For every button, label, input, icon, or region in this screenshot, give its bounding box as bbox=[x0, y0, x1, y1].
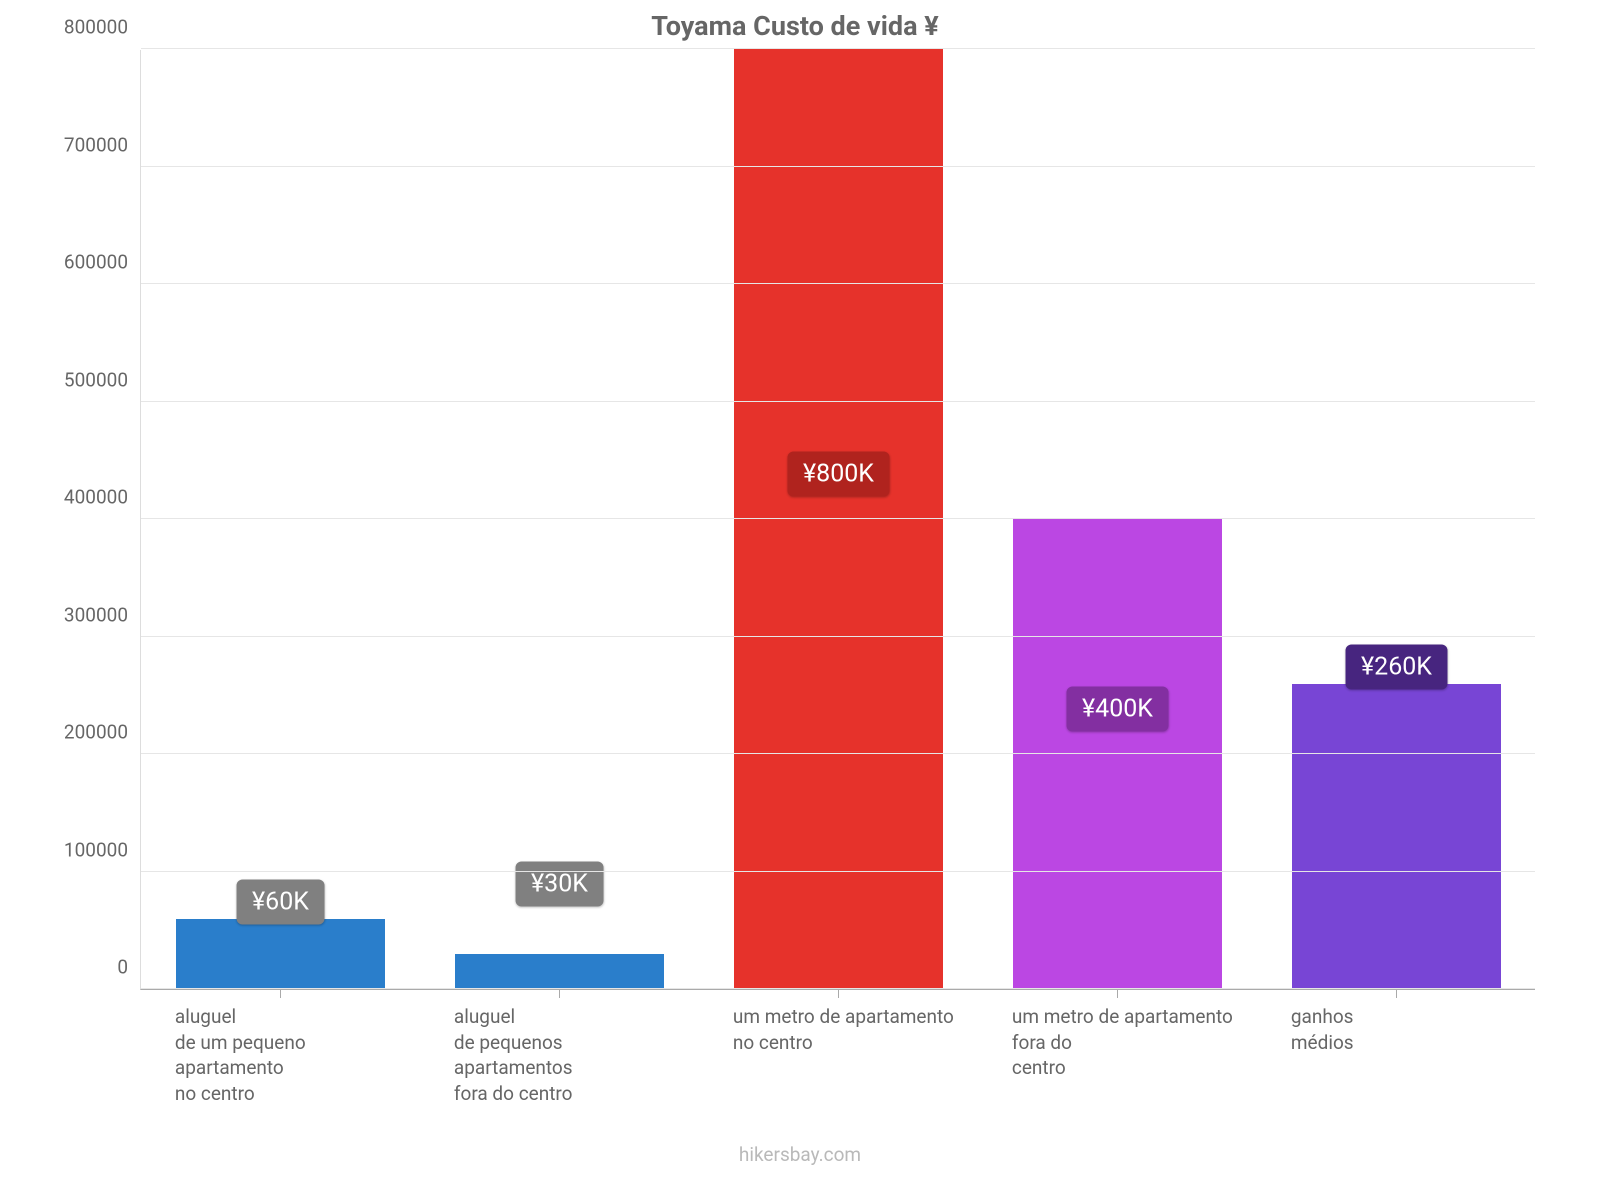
y-tick-label: 100000 bbox=[43, 838, 128, 861]
gridline bbox=[141, 636, 1535, 637]
gridline bbox=[141, 753, 1535, 754]
gridline bbox=[141, 518, 1535, 519]
bar bbox=[734, 49, 943, 989]
plot: ¥60K ¥30K ¥800K ¥400K ¥260K bbox=[140, 50, 1535, 990]
y-tick-label: 200000 bbox=[43, 721, 128, 744]
bar bbox=[1013, 519, 1222, 989]
y-tick-label: 700000 bbox=[43, 133, 128, 156]
chart-title: Toyama Custo de vida ¥ bbox=[55, 10, 1535, 42]
plot-area: 0100000200000300000400000500000600000700… bbox=[55, 50, 1535, 990]
bar-value-label: ¥400K bbox=[1066, 687, 1169, 732]
x-tick-mark bbox=[838, 990, 839, 998]
y-tick-label: 500000 bbox=[43, 368, 128, 391]
y-tick-label: 600000 bbox=[43, 251, 128, 274]
x-axis-label: um metro de apartamento no centro bbox=[733, 1004, 992, 1055]
gridline bbox=[141, 988, 1535, 989]
bar-value-label: ¥800K bbox=[787, 452, 890, 497]
x-axis-label: ganhos médios bbox=[1291, 1004, 1550, 1055]
bar-value-label: ¥60K bbox=[236, 879, 325, 924]
x-axis-label: aluguel de pequenos apartamentos fora do… bbox=[454, 1004, 713, 1107]
bar-value-label: ¥30K bbox=[515, 861, 604, 906]
y-axis: 0100000200000300000400000500000600000700… bbox=[55, 50, 140, 990]
bars-group: ¥60K ¥30K ¥800K ¥400K ¥260K bbox=[141, 50, 1535, 989]
y-tick-label: 0 bbox=[43, 956, 128, 979]
x-tick-mark bbox=[1396, 990, 1397, 998]
x-axis-label: aluguel de um pequeno apartamento no cen… bbox=[175, 1004, 434, 1107]
x-axis-labels: aluguel de um pequeno apartamento no cen… bbox=[140, 990, 1535, 1150]
cost-of-living-bar-chart: Toyama Custo de vida ¥ 01000002000003000… bbox=[55, 10, 1535, 1150]
x-tick-mark bbox=[1117, 990, 1118, 998]
gridline bbox=[141, 871, 1535, 872]
x-tick-mark bbox=[280, 990, 281, 998]
y-tick-label: 300000 bbox=[43, 603, 128, 626]
bar bbox=[176, 919, 385, 990]
bar-value-label: ¥260K bbox=[1345, 644, 1448, 689]
y-tick-label: 400000 bbox=[43, 486, 128, 509]
gridline bbox=[141, 48, 1535, 49]
gridline bbox=[141, 401, 1535, 402]
x-tick-mark bbox=[559, 990, 560, 998]
bar bbox=[455, 954, 664, 989]
gridline bbox=[141, 283, 1535, 284]
y-tick-label: 800000 bbox=[43, 16, 128, 39]
gridline bbox=[141, 166, 1535, 167]
bar bbox=[1292, 684, 1501, 990]
attribution-text: hikersbay.com bbox=[0, 1143, 1600, 1166]
x-axis-label: um metro de apartamento fora do centro bbox=[1012, 1004, 1271, 1081]
